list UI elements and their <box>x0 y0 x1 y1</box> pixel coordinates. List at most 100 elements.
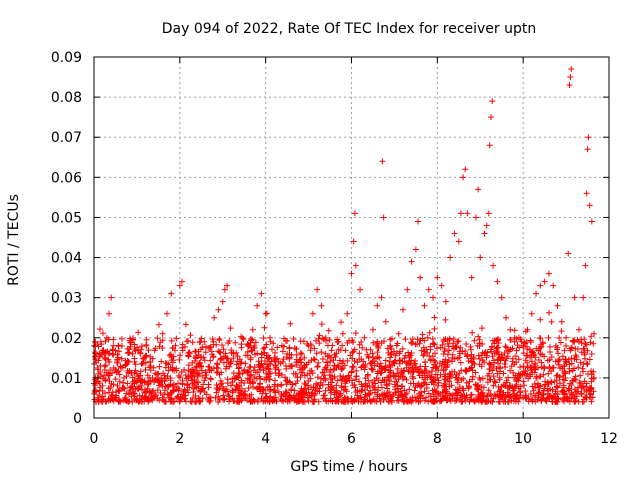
data-point <box>242 360 249 367</box>
data-point <box>474 382 481 389</box>
data-point <box>220 346 227 353</box>
data-point <box>523 352 530 359</box>
data-point <box>146 364 153 371</box>
data-point <box>288 362 295 369</box>
data-point <box>533 290 540 297</box>
data-point <box>464 210 471 217</box>
data-point <box>558 328 565 335</box>
data-point <box>401 355 408 362</box>
data-point <box>460 387 467 394</box>
data-point <box>108 294 115 301</box>
x-tick-label: 8 <box>433 431 442 447</box>
data-point <box>507 326 514 333</box>
data-point <box>181 386 188 393</box>
data-point <box>524 326 531 333</box>
data-point <box>468 364 475 371</box>
data-point <box>528 358 535 365</box>
data-point <box>236 364 243 371</box>
data-point <box>385 398 392 405</box>
data-point <box>125 358 132 365</box>
data-point <box>412 246 419 253</box>
data-point <box>149 388 156 395</box>
data-point <box>561 362 568 369</box>
y-tick-label: 0.05 <box>51 210 82 226</box>
data-point <box>509 355 516 362</box>
data-point <box>131 355 138 362</box>
data-point <box>349 364 356 371</box>
data-point <box>427 357 434 364</box>
data-point <box>258 290 265 297</box>
data-point <box>420 379 427 386</box>
data-point <box>483 352 490 359</box>
data-point <box>584 347 591 354</box>
data-point <box>481 359 488 366</box>
data-point <box>578 349 585 356</box>
data-point <box>387 342 394 349</box>
data-point <box>189 380 196 387</box>
data-point <box>374 368 381 375</box>
data-point <box>156 379 163 386</box>
data-point <box>265 371 272 378</box>
data-point <box>446 383 453 390</box>
data-point <box>314 374 321 381</box>
data-point <box>267 393 274 400</box>
data-point <box>102 362 109 369</box>
data-point <box>449 354 456 361</box>
data-point <box>353 367 360 374</box>
data-point <box>492 379 499 386</box>
chart-title: Day 094 of 2022, Rate Of TEC Index for r… <box>162 21 537 37</box>
data-point <box>502 357 509 364</box>
data-point <box>409 373 416 380</box>
data-point <box>92 338 99 345</box>
data-point <box>402 352 409 359</box>
data-point <box>342 386 349 393</box>
data-point <box>115 368 122 375</box>
data-point <box>479 375 486 382</box>
data-point <box>468 391 475 398</box>
data-point <box>545 370 552 377</box>
data-point <box>220 387 227 394</box>
data-point <box>449 343 456 350</box>
data-point <box>501 350 508 357</box>
data-point <box>357 286 364 293</box>
data-point <box>239 396 246 403</box>
data-point <box>524 346 531 353</box>
data-point <box>102 355 109 362</box>
data-point <box>292 380 299 387</box>
data-point <box>546 356 553 363</box>
data-point <box>513 347 520 354</box>
data-point <box>102 338 109 345</box>
data-point <box>206 366 213 373</box>
data-point <box>168 290 175 297</box>
data-point <box>271 387 278 394</box>
data-point <box>512 398 519 405</box>
data-point <box>274 355 281 362</box>
data-point <box>500 389 507 396</box>
data-point <box>533 375 540 382</box>
data-point <box>118 343 125 350</box>
data-point <box>412 394 419 401</box>
data-point <box>216 337 223 344</box>
data-point <box>328 347 335 354</box>
data-point <box>122 361 129 368</box>
data-point <box>446 337 453 344</box>
data-point <box>427 374 434 381</box>
data-point <box>341 394 348 401</box>
data-point <box>254 398 261 405</box>
data-point <box>232 339 239 346</box>
data-point <box>418 347 425 354</box>
data-point <box>216 385 223 392</box>
data-point <box>191 348 198 355</box>
data-point <box>213 369 220 376</box>
data-point <box>130 390 137 397</box>
data-point <box>280 356 287 363</box>
data-point <box>266 334 273 341</box>
data-point <box>352 262 359 269</box>
data-point <box>362 380 369 387</box>
data-point <box>167 364 174 371</box>
data-point <box>199 395 206 402</box>
data-point <box>497 365 504 372</box>
data-point <box>293 345 300 352</box>
data-point <box>559 353 566 360</box>
data-point <box>584 146 591 153</box>
